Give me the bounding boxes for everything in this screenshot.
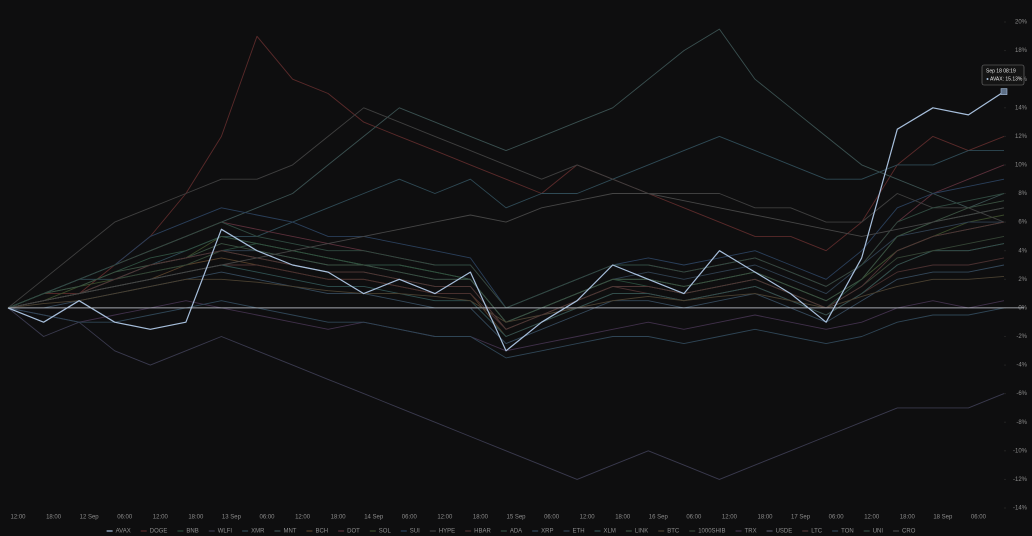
series-line <box>7 91 1005 352</box>
legend-label: DOGE <box>150 529 168 535</box>
x-tick-label: 18:00 <box>473 515 489 521</box>
y-tick-label: -4% <box>1016 363 1027 369</box>
x-tick-label: 18:00 <box>46 515 62 521</box>
legend-label: ETH <box>573 529 585 535</box>
y-tick-label: 20% <box>1015 20 1028 26</box>
legend-label: HBAR <box>474 529 491 535</box>
legend-label: 1000SHIB <box>698 529 725 535</box>
y-tick-label: -10% <box>1013 448 1028 454</box>
legend-label: SOL <box>379 529 392 535</box>
legend-label: BCH <box>315 529 328 535</box>
tooltip: Sep 18 08:19 AVAX: 15.13% <box>981 64 1025 86</box>
legend-label: TON <box>841 529 854 535</box>
point-marker <box>1000 88 1008 95</box>
legend-label: UNI <box>873 529 884 535</box>
y-tick-label: 2% <box>1018 277 1027 283</box>
tooltip-time: Sep 18 08:19 <box>986 68 1016 74</box>
series-line <box>7 178 1005 309</box>
series-line <box>7 300 1005 359</box>
series-line <box>7 107 1005 309</box>
series-line <box>7 307 1005 480</box>
tooltip-label: AVAX: 15.13% <box>990 76 1023 82</box>
y-tick-label: 10% <box>1015 163 1028 169</box>
legend-label: XLM <box>604 529 616 535</box>
legend-label: CRO <box>902 529 916 535</box>
x-tick-label: 17 Sep <box>791 515 811 521</box>
x-tick-label: 12:00 <box>580 515 596 521</box>
x-tick-label: 12:00 <box>722 515 738 521</box>
x-tick-label: 14 Sep <box>364 515 384 521</box>
x-tick-label: 12:00 <box>153 515 169 521</box>
series-line <box>7 235 1005 330</box>
x-tick-label: 12:00 <box>10 515 26 521</box>
x-tick-label: 06:00 <box>117 515 133 521</box>
legend-label: XMR <box>251 529 265 535</box>
x-tick-label: 16 Sep <box>649 515 669 521</box>
legend-label: HYPE <box>439 529 455 535</box>
series-line <box>7 35 1005 309</box>
y-tick-label: 4% <box>1018 248 1027 254</box>
y-tick-label: -14% <box>1013 506 1028 512</box>
x-tick-label: 06:00 <box>971 515 987 521</box>
y-tick-label: 8% <box>1018 191 1027 197</box>
y-tick-label: 14% <box>1015 105 1028 111</box>
legend-label: XRP <box>541 529 553 535</box>
x-tick-label: 18:00 <box>615 515 631 521</box>
x-tick-label: 12:00 <box>864 515 880 521</box>
series-line <box>7 275 1005 323</box>
x-tick-label: 12:00 <box>437 515 453 521</box>
legend-label: AVAX <box>116 529 131 535</box>
x-tick-label: 18:00 <box>188 515 204 521</box>
y-tick-label: -6% <box>1016 391 1027 397</box>
y-tick-label: 12% <box>1015 134 1028 140</box>
x-tick-label: 15 Sep <box>506 515 526 521</box>
series-line <box>7 200 1005 323</box>
x-tick-label: 06:00 <box>829 515 845 521</box>
y-tick-label: -2% <box>1016 334 1027 340</box>
legend-label: ADA <box>510 529 522 535</box>
y-tick-label: 0% <box>1018 305 1027 311</box>
x-tick-label: 18:00 <box>900 515 916 521</box>
legend: AVAX DOGE BNB WLFI XMR MNT BCH DOT SOL SUI HYPE HBA… <box>106 529 916 535</box>
series-line <box>7 193 1005 309</box>
legend-label: LTC <box>811 529 823 535</box>
x-tick-label: 18 Sep <box>933 515 953 521</box>
legend-label: WLFI <box>218 529 233 535</box>
series-line <box>7 135 1004 309</box>
x-tick-label: 12:00 <box>295 515 311 521</box>
y-tick-label: -8% <box>1016 420 1027 426</box>
legend-label: BNB <box>186 529 198 535</box>
legend-label: SUI <box>410 529 420 535</box>
tooltip-dot <box>986 78 989 80</box>
x-tick-label: 13 Sep <box>222 515 242 521</box>
x-tick-label: 18:00 <box>331 515 347 521</box>
x-tick-label: 18:00 <box>757 515 773 521</box>
legend-label: LINK <box>635 529 648 535</box>
legend-label: DOT <box>347 529 360 535</box>
x-tick-label: 06:00 <box>259 515 275 521</box>
x-tick-label: 06:00 <box>544 515 560 521</box>
legend-label: BTC <box>667 529 680 535</box>
legend-label: MNT <box>283 529 296 535</box>
y-tick-label: 18% <box>1015 48 1028 54</box>
x-tick-label: 06:00 <box>402 515 418 521</box>
series-line <box>7 164 1005 309</box>
legend-label: USDE <box>776 529 793 535</box>
x-tick-label: 12 Sep <box>80 515 100 521</box>
y-tick-label: -12% <box>1013 477 1028 483</box>
series-line <box>7 257 1005 330</box>
y-tick-label: 6% <box>1018 220 1027 226</box>
series-line <box>7 28 1005 309</box>
legend-label: TRX <box>745 529 757 535</box>
x-tick-label: 06:00 <box>686 515 702 521</box>
tooltip-box <box>981 64 1025 86</box>
